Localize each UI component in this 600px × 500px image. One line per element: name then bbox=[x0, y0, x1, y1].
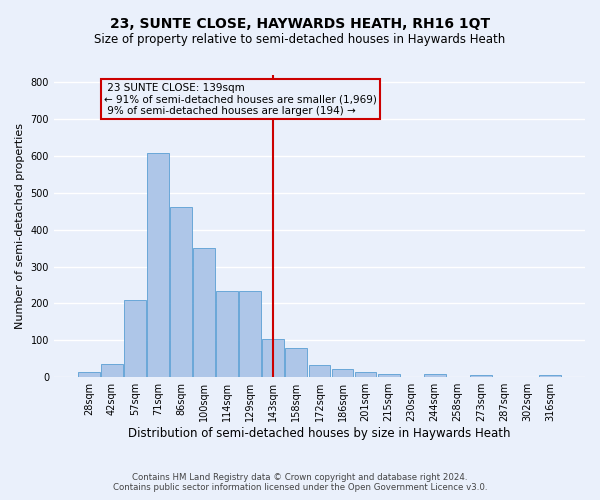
Bar bbox=[239, 292, 261, 377]
Bar bbox=[147, 153, 169, 377]
Bar bbox=[170, 207, 192, 377]
Bar bbox=[262, 339, 284, 377]
Bar bbox=[332, 369, 353, 377]
Text: 23 SUNTE CLOSE: 139sqm 
← 91% of semi-detached houses are smaller (1,969)
 9% of: 23 SUNTE CLOSE: 139sqm ← 91% of semi-det… bbox=[104, 82, 377, 116]
Bar bbox=[286, 348, 307, 377]
Bar bbox=[124, 300, 146, 377]
Bar bbox=[78, 372, 100, 377]
Bar bbox=[377, 374, 400, 377]
Bar bbox=[193, 248, 215, 377]
Text: 23, SUNTE CLOSE, HAYWARDS HEATH, RH16 1QT: 23, SUNTE CLOSE, HAYWARDS HEATH, RH16 1Q… bbox=[110, 18, 490, 32]
Text: Size of property relative to semi-detached houses in Haywards Heath: Size of property relative to semi-detach… bbox=[94, 32, 506, 46]
Bar bbox=[217, 292, 238, 377]
Text: Contains HM Land Registry data © Crown copyright and database right 2024.: Contains HM Land Registry data © Crown c… bbox=[132, 472, 468, 482]
Bar bbox=[539, 376, 561, 377]
Bar bbox=[470, 376, 492, 377]
Bar bbox=[424, 374, 446, 377]
Bar bbox=[308, 365, 331, 377]
X-axis label: Distribution of semi-detached houses by size in Haywards Heath: Distribution of semi-detached houses by … bbox=[128, 427, 511, 440]
Y-axis label: Number of semi-detached properties: Number of semi-detached properties bbox=[15, 123, 25, 329]
Bar bbox=[355, 372, 376, 377]
Bar bbox=[101, 364, 123, 377]
Text: Contains public sector information licensed under the Open Government Licence v3: Contains public sector information licen… bbox=[113, 484, 487, 492]
